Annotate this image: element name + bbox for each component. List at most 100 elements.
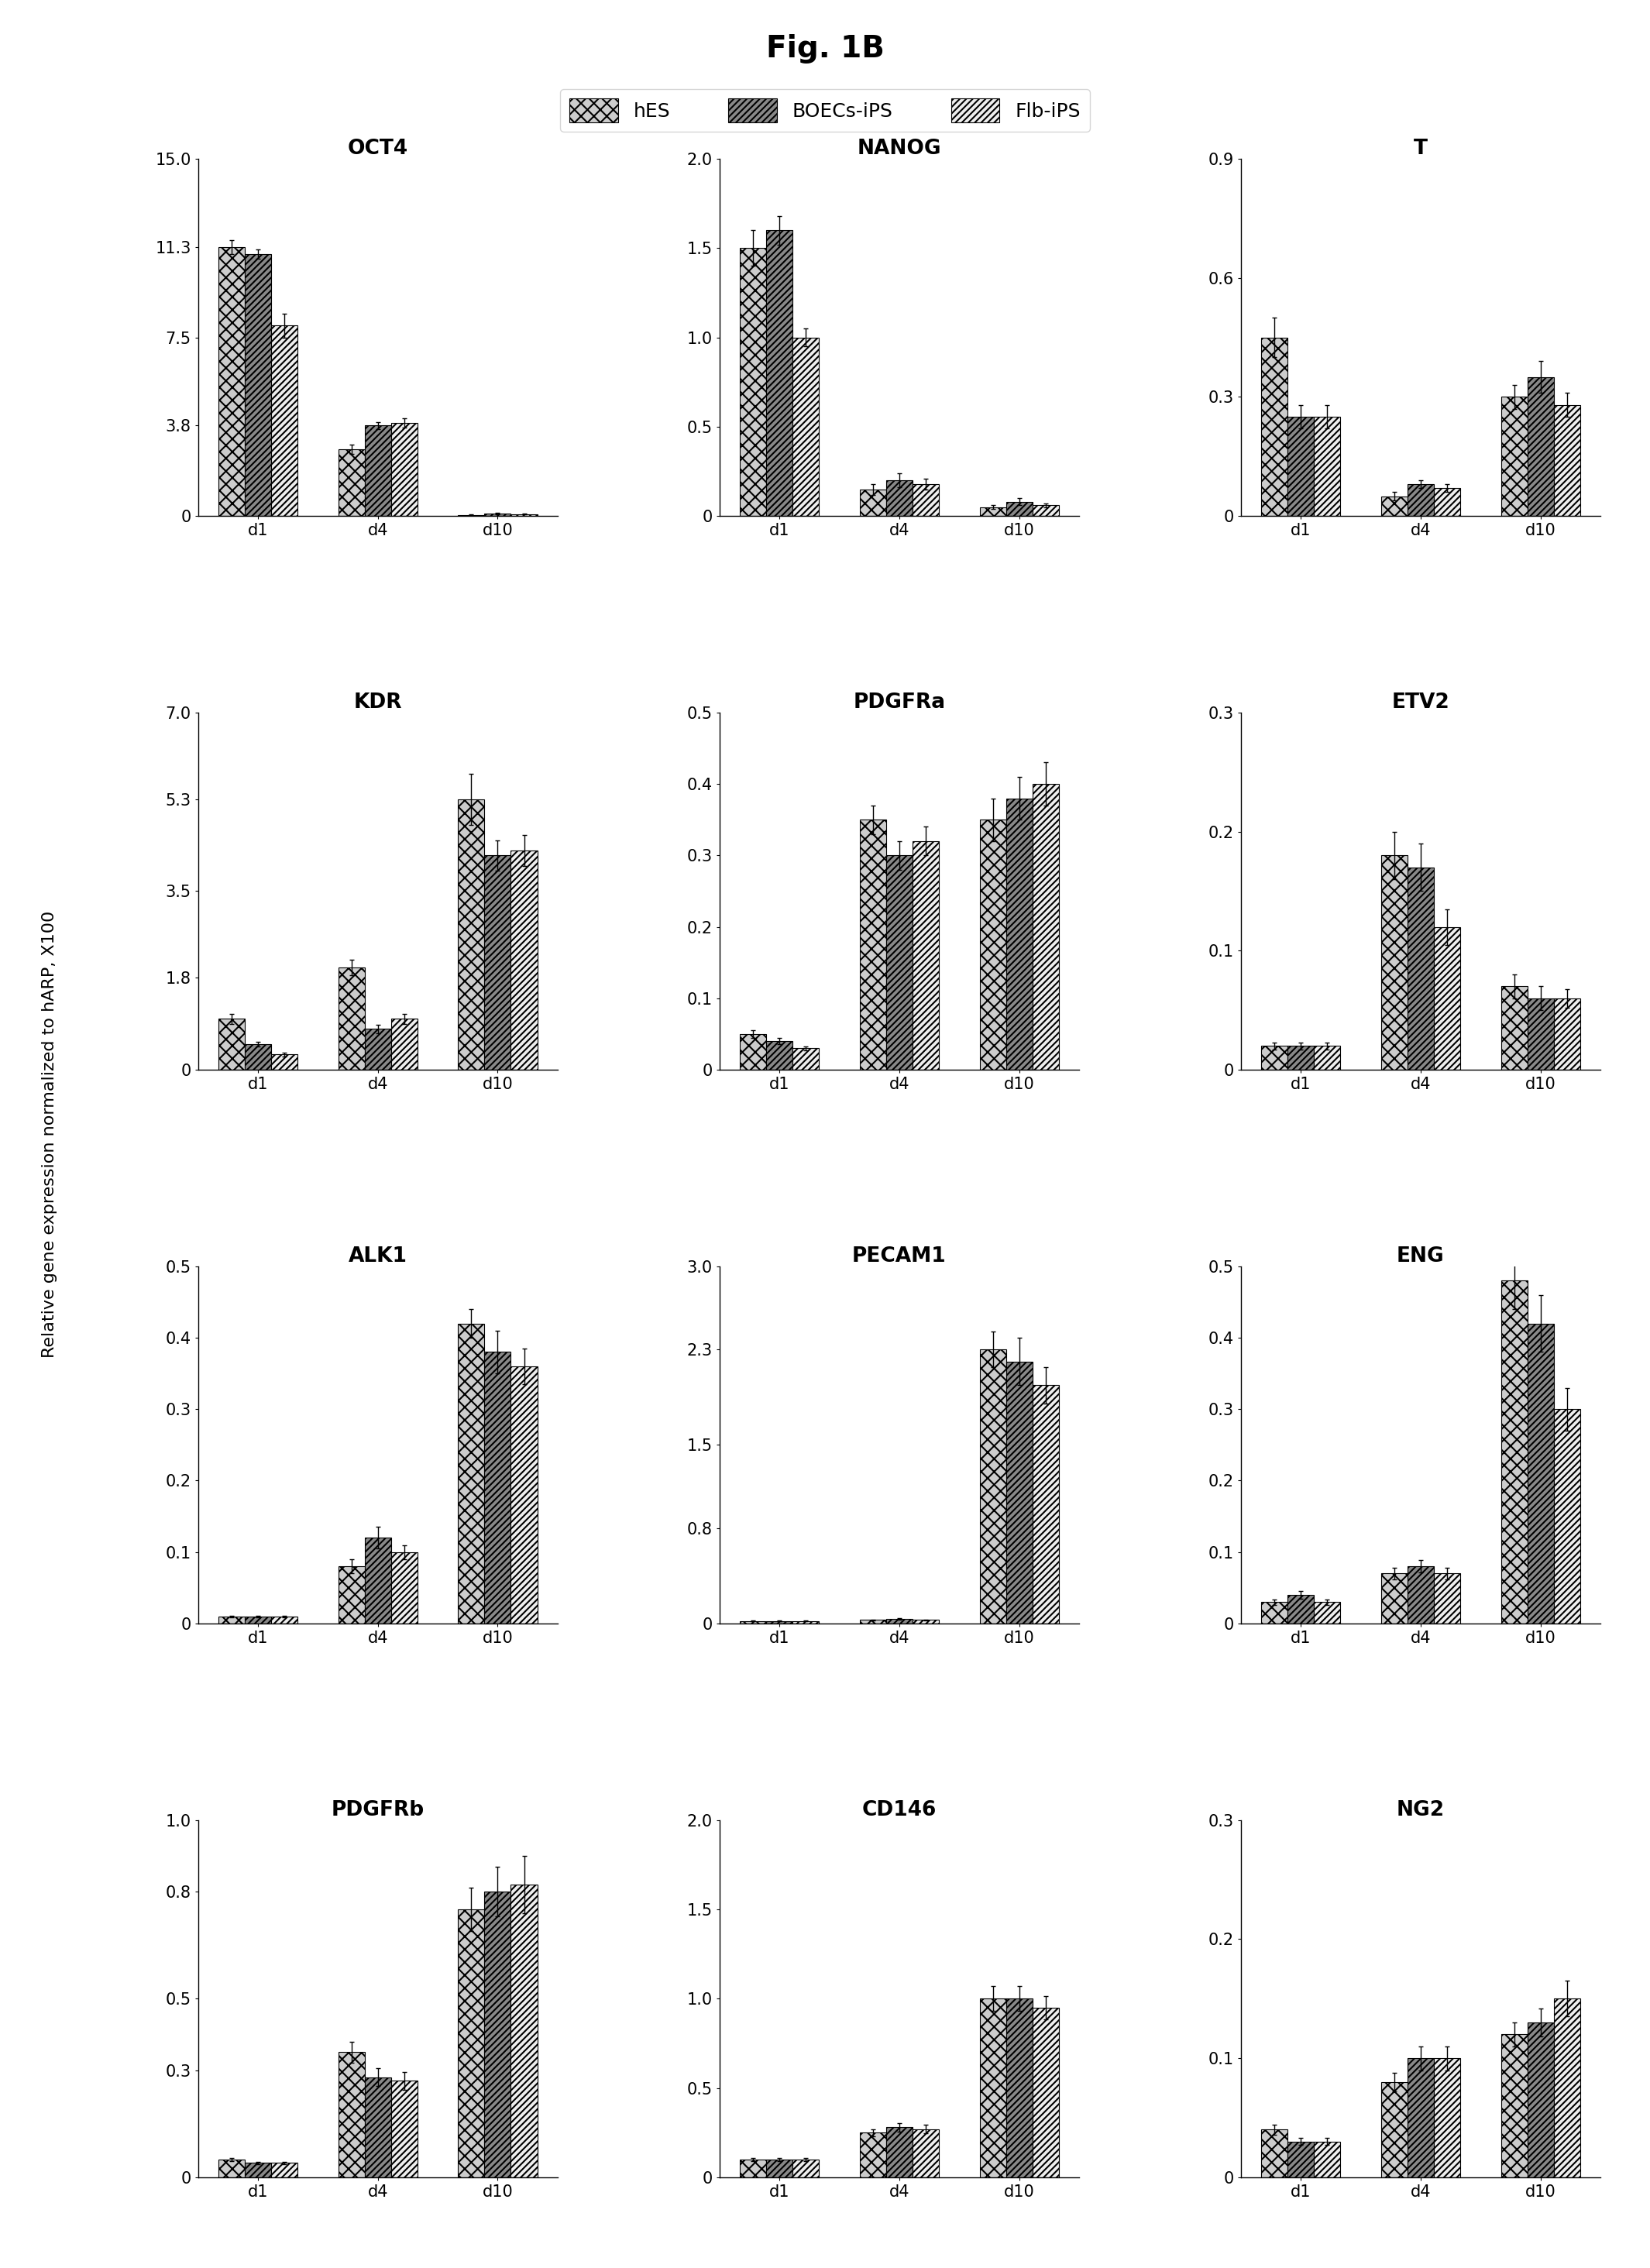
Title: ENG: ENG bbox=[1398, 1245, 1445, 1266]
Bar bbox=[860, 1619, 886, 1624]
Bar bbox=[485, 855, 511, 1070]
Title: T: T bbox=[1414, 138, 1427, 159]
Bar bbox=[1006, 1361, 1033, 1624]
Bar bbox=[244, 254, 271, 517]
Bar bbox=[766, 2159, 792, 2177]
Bar bbox=[511, 1365, 538, 1624]
Title: PDGFRb: PDGFRb bbox=[332, 1801, 424, 1819]
Bar bbox=[1528, 2023, 1554, 2177]
Bar bbox=[1261, 1046, 1287, 1070]
Bar bbox=[766, 1622, 792, 1624]
Text: Fig. 1B: Fig. 1B bbox=[766, 34, 884, 64]
Bar bbox=[1528, 376, 1554, 517]
Bar bbox=[766, 1041, 792, 1070]
Bar bbox=[792, 338, 818, 517]
Title: NANOG: NANOG bbox=[858, 138, 940, 159]
Bar bbox=[218, 1018, 244, 1070]
Bar bbox=[1006, 798, 1033, 1070]
Bar bbox=[459, 798, 485, 1070]
Title: PECAM1: PECAM1 bbox=[851, 1245, 947, 1266]
Bar bbox=[1407, 2057, 1434, 2177]
Bar bbox=[1502, 1281, 1528, 1624]
Bar bbox=[218, 247, 244, 517]
Bar bbox=[1313, 2141, 1340, 2177]
Bar bbox=[338, 2053, 365, 2177]
Bar bbox=[1313, 417, 1340, 517]
Bar bbox=[459, 1325, 485, 1624]
Bar bbox=[1502, 2034, 1528, 2177]
Bar bbox=[1434, 488, 1460, 517]
Bar bbox=[1554, 1998, 1581, 2177]
Bar bbox=[1033, 1386, 1059, 1624]
Bar bbox=[739, 1034, 766, 1070]
Bar bbox=[912, 483, 939, 517]
Bar bbox=[886, 1619, 912, 1624]
Bar bbox=[980, 819, 1006, 1070]
Bar bbox=[1407, 1567, 1434, 1624]
Bar bbox=[485, 1892, 511, 2177]
Bar bbox=[1033, 2007, 1059, 2177]
Bar bbox=[1006, 1998, 1033, 2177]
Bar bbox=[1528, 998, 1554, 1070]
Bar bbox=[1287, 1594, 1313, 1624]
Bar bbox=[1033, 506, 1059, 517]
Bar bbox=[511, 850, 538, 1070]
Bar bbox=[365, 1030, 391, 1070]
Bar bbox=[980, 1349, 1006, 1624]
Title: ETV2: ETV2 bbox=[1391, 692, 1450, 712]
Bar bbox=[1313, 1046, 1340, 1070]
Bar bbox=[792, 2159, 818, 2177]
Bar bbox=[792, 1622, 818, 1624]
Title: PDGFRa: PDGFRa bbox=[853, 692, 945, 712]
Bar bbox=[391, 1018, 417, 1070]
Bar bbox=[1006, 501, 1033, 517]
Bar bbox=[244, 2164, 271, 2177]
Bar bbox=[1287, 1046, 1313, 1070]
Bar bbox=[1313, 1601, 1340, 1624]
Bar bbox=[1502, 987, 1528, 1070]
Bar bbox=[739, 2159, 766, 2177]
Bar bbox=[1434, 1574, 1460, 1624]
Bar bbox=[1554, 1408, 1581, 1624]
Bar bbox=[271, 1617, 297, 1624]
Bar bbox=[391, 2080, 417, 2177]
Bar bbox=[766, 231, 792, 517]
Bar bbox=[980, 508, 1006, 517]
Bar bbox=[511, 1885, 538, 2177]
Bar bbox=[886, 855, 912, 1070]
Bar bbox=[244, 1043, 271, 1070]
Bar bbox=[1434, 2057, 1460, 2177]
Bar bbox=[1261, 1601, 1287, 1624]
Bar bbox=[1381, 855, 1407, 1070]
Bar bbox=[1528, 1325, 1554, 1624]
Bar bbox=[886, 2127, 912, 2177]
Bar bbox=[912, 841, 939, 1070]
Bar bbox=[792, 1048, 818, 1070]
Bar bbox=[1407, 485, 1434, 517]
Title: NG2: NG2 bbox=[1396, 1801, 1445, 1819]
Bar bbox=[244, 1617, 271, 1624]
Bar bbox=[271, 327, 297, 517]
Bar bbox=[218, 1617, 244, 1624]
Bar bbox=[1381, 1574, 1407, 1624]
Bar bbox=[1381, 2082, 1407, 2177]
Bar bbox=[1554, 998, 1581, 1070]
Title: ALK1: ALK1 bbox=[348, 1245, 408, 1266]
Bar bbox=[365, 1538, 391, 1624]
Bar bbox=[218, 2159, 244, 2177]
Bar bbox=[912, 2130, 939, 2177]
Bar bbox=[365, 2077, 391, 2177]
Bar bbox=[338, 1567, 365, 1624]
Bar bbox=[1502, 397, 1528, 517]
Bar bbox=[980, 1998, 1006, 2177]
Bar bbox=[1287, 2141, 1313, 2177]
Bar bbox=[860, 819, 886, 1070]
Legend: hES, BOECs-iPS, Flb-iPS: hES, BOECs-iPS, Flb-iPS bbox=[559, 88, 1091, 132]
Bar bbox=[271, 2164, 297, 2177]
Bar bbox=[271, 1055, 297, 1070]
Bar bbox=[1261, 338, 1287, 517]
Bar bbox=[485, 513, 511, 517]
Bar bbox=[1261, 2130, 1287, 2177]
Bar bbox=[1554, 406, 1581, 517]
Title: OCT4: OCT4 bbox=[348, 138, 408, 159]
